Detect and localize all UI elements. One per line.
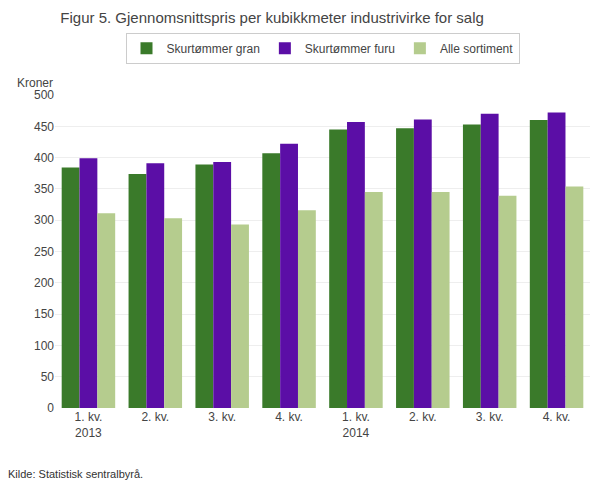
svg-text:Skurtømmer furu: Skurtømmer furu xyxy=(305,42,395,56)
svg-text:150: 150 xyxy=(34,307,54,321)
svg-text:1. kv.2013: 1. kv.2013 xyxy=(75,410,103,440)
svg-text:Kilde: Statistisk sentralbyrå.: Kilde: Statistisk sentralbyrå. xyxy=(8,468,143,480)
svg-text:3. kv.: 3. kv. xyxy=(476,410,504,424)
svg-text:Figur 5. Gjennomsnittspris per: Figur 5. Gjennomsnittspris per kubikkmet… xyxy=(60,9,484,26)
svg-text:2. kv.: 2. kv. xyxy=(409,410,437,424)
svg-text:400: 400 xyxy=(34,151,54,165)
svg-text:2. kv.: 2. kv. xyxy=(141,410,169,424)
svg-text:50: 50 xyxy=(41,370,55,384)
svg-text:100: 100 xyxy=(34,339,54,353)
svg-text:Alle sortiment: Alle sortiment xyxy=(440,42,513,56)
svg-text:4. kv.: 4. kv. xyxy=(275,410,303,424)
svg-text:0: 0 xyxy=(47,401,54,415)
svg-text:Skurtømmer gran: Skurtømmer gran xyxy=(167,42,260,56)
svg-text:Kroner: Kroner xyxy=(17,76,53,90)
svg-text:450: 450 xyxy=(34,120,54,134)
svg-text:200: 200 xyxy=(34,276,54,290)
svg-text:300: 300 xyxy=(34,213,54,227)
svg-text:250: 250 xyxy=(34,245,54,259)
svg-text:3. kv.: 3. kv. xyxy=(208,410,236,424)
svg-text:1. kv.2014: 1. kv.2014 xyxy=(342,410,370,440)
svg-text:350: 350 xyxy=(34,182,54,196)
svg-text:500: 500 xyxy=(34,88,54,102)
svg-text:4. kv.: 4. kv. xyxy=(543,410,571,424)
